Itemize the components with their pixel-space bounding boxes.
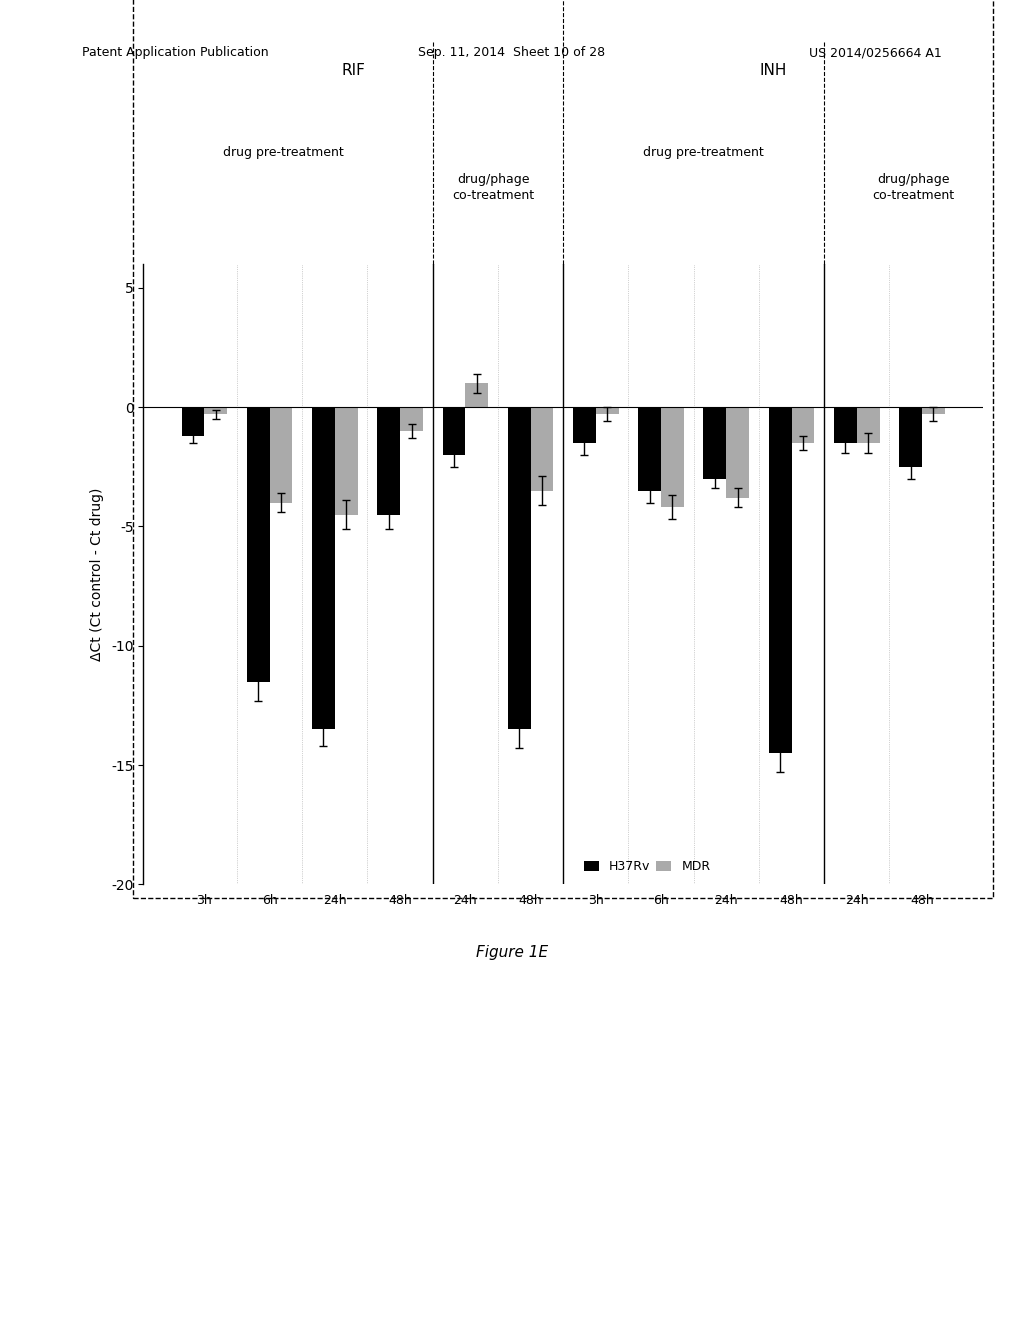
Bar xyxy=(703,407,726,479)
Bar xyxy=(662,407,684,507)
Bar xyxy=(922,407,945,414)
Text: INH: INH xyxy=(760,63,786,78)
Bar xyxy=(269,407,293,503)
Bar xyxy=(857,407,880,444)
Text: Sep. 11, 2014  Sheet 10 of 28: Sep. 11, 2014 Sheet 10 of 28 xyxy=(419,46,605,59)
Text: Figure 1E: Figure 1E xyxy=(476,945,548,960)
Bar xyxy=(769,407,792,754)
Text: drug/phage
co-treatment: drug/phage co-treatment xyxy=(872,173,954,202)
Bar xyxy=(726,407,750,498)
Bar xyxy=(530,407,553,491)
Bar xyxy=(596,407,618,414)
Text: drug pre-treatment: drug pre-treatment xyxy=(223,145,344,158)
Text: drug/phage
co-treatment: drug/phage co-treatment xyxy=(453,173,535,202)
Bar xyxy=(792,407,814,444)
Bar xyxy=(508,407,530,729)
Text: Patent Application Publication: Patent Application Publication xyxy=(82,46,268,59)
Bar xyxy=(465,383,488,407)
Text: RIF: RIF xyxy=(341,63,366,78)
Y-axis label: ΔCt (Ct control - Ct drug): ΔCt (Ct control - Ct drug) xyxy=(90,487,104,661)
Bar xyxy=(834,407,857,444)
Text: drug pre-treatment: drug pre-treatment xyxy=(643,145,764,158)
Bar xyxy=(205,407,227,414)
Legend: H37Rv, MDR: H37Rv, MDR xyxy=(579,855,716,878)
Bar xyxy=(335,407,357,515)
Bar xyxy=(247,407,269,681)
Bar xyxy=(899,407,922,467)
Bar xyxy=(181,407,205,436)
Bar xyxy=(312,407,335,729)
Bar xyxy=(400,407,423,432)
Bar xyxy=(377,407,400,515)
Bar xyxy=(442,407,465,455)
Bar xyxy=(573,407,596,444)
Bar xyxy=(638,407,662,491)
Text: US 2014/0256664 A1: US 2014/0256664 A1 xyxy=(809,46,942,59)
